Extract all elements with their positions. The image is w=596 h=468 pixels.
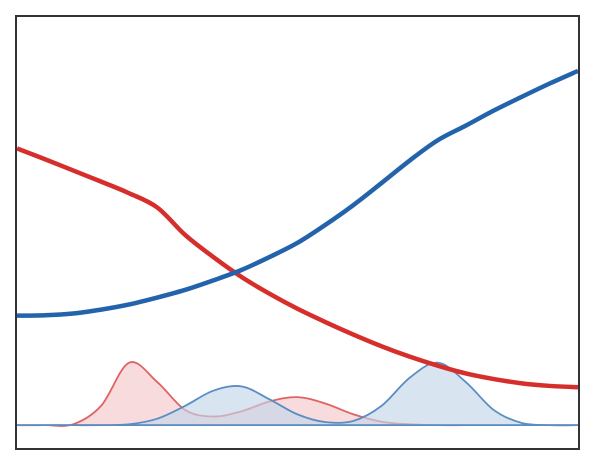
- density-area: [17, 361, 579, 427]
- line: [16, 146, 579, 390]
- line: [16, 68, 579, 318]
- plot-frame: [15, 15, 580, 450]
